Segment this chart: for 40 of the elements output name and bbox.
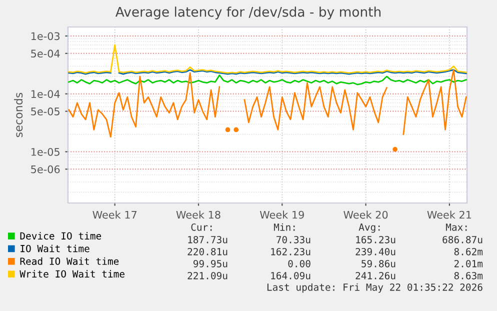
legend-label: IO Wait time [20, 244, 90, 252]
text: Max: [446, 224, 467, 231]
text: 99.95u [193, 260, 228, 268]
x-tick-label: Week 17 [92, 210, 137, 219]
legend-label: Write IO Wait time [20, 270, 124, 278]
text: Last update: Fri May 22 01:35:22 2026 [267, 283, 482, 293]
text: Min: [274, 223, 295, 231]
text: 8.63m [454, 272, 483, 280]
text: 221.09u [188, 272, 228, 280]
text: 8.62m [454, 248, 483, 256]
text: 164.09u [271, 272, 310, 280]
y-tick-label: 1e-05 [31, 148, 60, 156]
y-tick-label: 5e-06 [31, 165, 60, 174]
x-tick-label: Week 19 [260, 210, 304, 219]
legend-label: Device IO time [20, 232, 102, 240]
legend-label: Read IO Wait time [20, 257, 119, 265]
y-tick-label: 5e-04 [31, 50, 60, 58]
chart-title: Average latency for /dev/sda - by month [115, 6, 381, 20]
y-axis-title: seconds [14, 92, 23, 138]
line-series [68, 44, 467, 74]
text: 0.00 [288, 260, 310, 268]
x-tick-label: Week 18 [176, 210, 220, 219]
text: 220.81u [188, 248, 228, 256]
text: Avg: [358, 224, 380, 233]
x-tick-label: Week 21 [427, 210, 472, 219]
text: 162.23u [271, 248, 310, 256]
y-tick-label: 1e-04 [31, 90, 60, 98]
text: 2.01m [454, 260, 483, 268]
text: 686.87u [442, 236, 482, 244]
text: 187.73u [188, 236, 228, 244]
line-series [68, 74, 467, 86]
text: 70.33u [276, 236, 310, 244]
y-tick-label: 1e-03 [31, 32, 60, 40]
text: 241.26u [356, 272, 396, 280]
text: 239.40u [356, 248, 396, 256]
x-tick-label: Week 20 [344, 210, 388, 219]
y-tick-label: 5e-05 [31, 108, 60, 116]
text: 165.23u [356, 236, 396, 244]
text: Cur: [191, 223, 212, 231]
text: 59.86u [362, 260, 396, 268]
